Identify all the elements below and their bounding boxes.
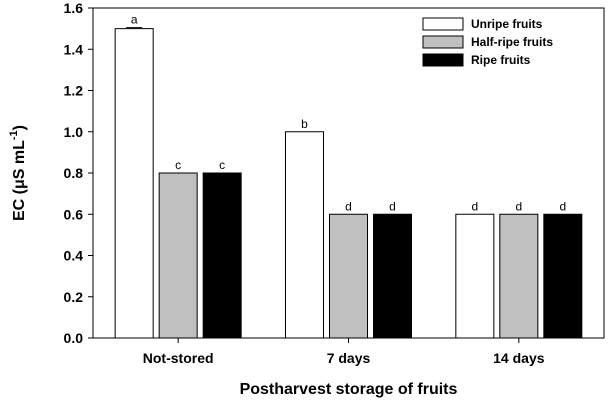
significance-letter: d xyxy=(471,199,478,213)
significance-letter: a xyxy=(131,13,138,27)
y-tick-label: 0.0 xyxy=(64,330,84,346)
legend: Unripe fruits Half-ripe fruits Ripe fruits xyxy=(422,17,553,67)
y-tick-label: 0.6 xyxy=(64,206,84,222)
y-axis-title-superscript: -1 xyxy=(8,130,20,140)
y-axis-title: EC (μS mL-1) xyxy=(8,125,28,221)
x-tick-label: 14 days xyxy=(493,350,545,366)
y-tick-label: 0.8 xyxy=(64,165,84,181)
bar xyxy=(543,213,583,339)
legend-swatch xyxy=(422,17,464,31)
significance-letter: d xyxy=(559,199,566,213)
y-axis-title-prefix: EC (μS mL xyxy=(11,140,28,221)
x-axis: Not-stored 7 days 14 days xyxy=(143,338,545,366)
x-tick-label: 7 days xyxy=(327,350,371,366)
bar xyxy=(114,28,154,339)
legend-swatch xyxy=(422,53,464,67)
bar xyxy=(455,213,495,339)
y-tick-label: 0.4 xyxy=(64,248,84,264)
bar xyxy=(329,213,368,339)
y-axis-title-suffix: ) xyxy=(11,125,28,130)
bar xyxy=(373,213,412,339)
y-tick-label: 1.2 xyxy=(64,83,84,99)
y-tick-label: 1.4 xyxy=(64,41,84,57)
significance-letter: d xyxy=(515,199,522,213)
y-axis: 0.0 0.2 0.4 0.6 0.8 1.0 1.2 1.4 1.6 xyxy=(64,0,93,346)
significance-letter: d xyxy=(345,199,352,213)
legend-swatch xyxy=(422,35,464,49)
bar xyxy=(285,131,324,339)
bar xyxy=(202,172,242,339)
significance-letter: c xyxy=(175,158,181,172)
y-tick-label: 1.0 xyxy=(64,124,84,140)
legend-label: Unripe fruits xyxy=(471,17,543,31)
y-tick-label: 0.2 xyxy=(64,289,84,305)
significance-letter: b xyxy=(301,117,308,131)
x-axis-title: Postharvest storage of fruits xyxy=(240,381,458,398)
significance-letter: c xyxy=(219,158,225,172)
y-tick-label: 1.6 xyxy=(64,0,84,16)
bars: a c c b d d d d d xyxy=(114,13,583,339)
legend-label: Half-ripe fruits xyxy=(471,35,553,49)
legend-label: Ripe fruits xyxy=(471,53,531,67)
significance-letter: d xyxy=(389,199,396,213)
bar xyxy=(158,172,198,339)
bar xyxy=(499,213,539,339)
x-tick-label: Not-stored xyxy=(143,350,214,366)
